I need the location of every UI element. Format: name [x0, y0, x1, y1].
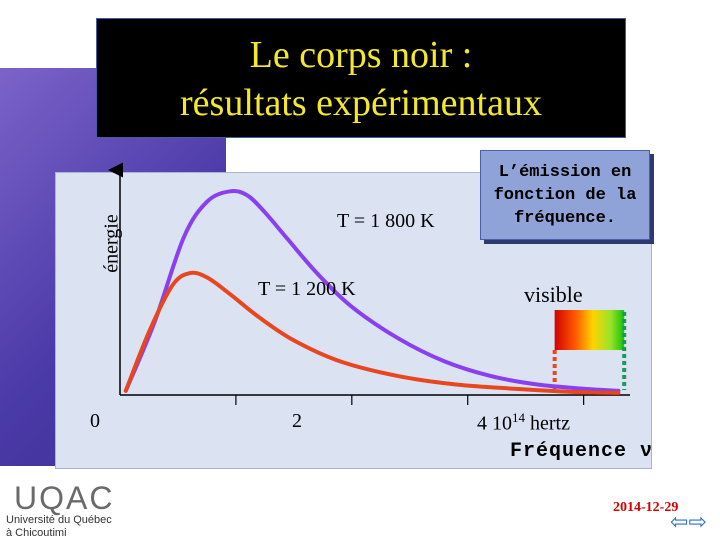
slide-date: 2014-12-29 [613, 500, 679, 515]
title-box: Le corps noir : résultats expérimentaux [96, 18, 626, 138]
visible-label: visible [524, 282, 583, 307]
series-label-1800k: T = 1 800 K [337, 210, 435, 232]
x-tick-label-0: 0 [90, 410, 100, 432]
x-axis-label: Fréquence ν [510, 440, 654, 463]
curve-1200k [123, 270, 621, 395]
title-line-2: résultats expérimentaux [180, 82, 542, 124]
logo-line-1: Université du Québec [6, 514, 112, 526]
series-label-1200k: T = 1 200 K [258, 278, 356, 300]
y-axis-label: énergie [100, 214, 123, 273]
x-tick-label-4: 4 1014 hertz [477, 410, 570, 435]
emission-callout: L’émission en fonction de la fréquence. [480, 150, 650, 240]
uqac-logo: UQAC [14, 480, 115, 516]
logo-line-2: à Chicoutimi [6, 527, 67, 539]
x-tick-label-2: 2 [292, 410, 302, 432]
visible-spectrum-band [554, 310, 625, 350]
double-arrow-icon[interactable]: ⇦⇨ [670, 510, 707, 535]
curve-1800k [123, 189, 621, 393]
title-line-1: Le corps noir : [249, 34, 473, 76]
